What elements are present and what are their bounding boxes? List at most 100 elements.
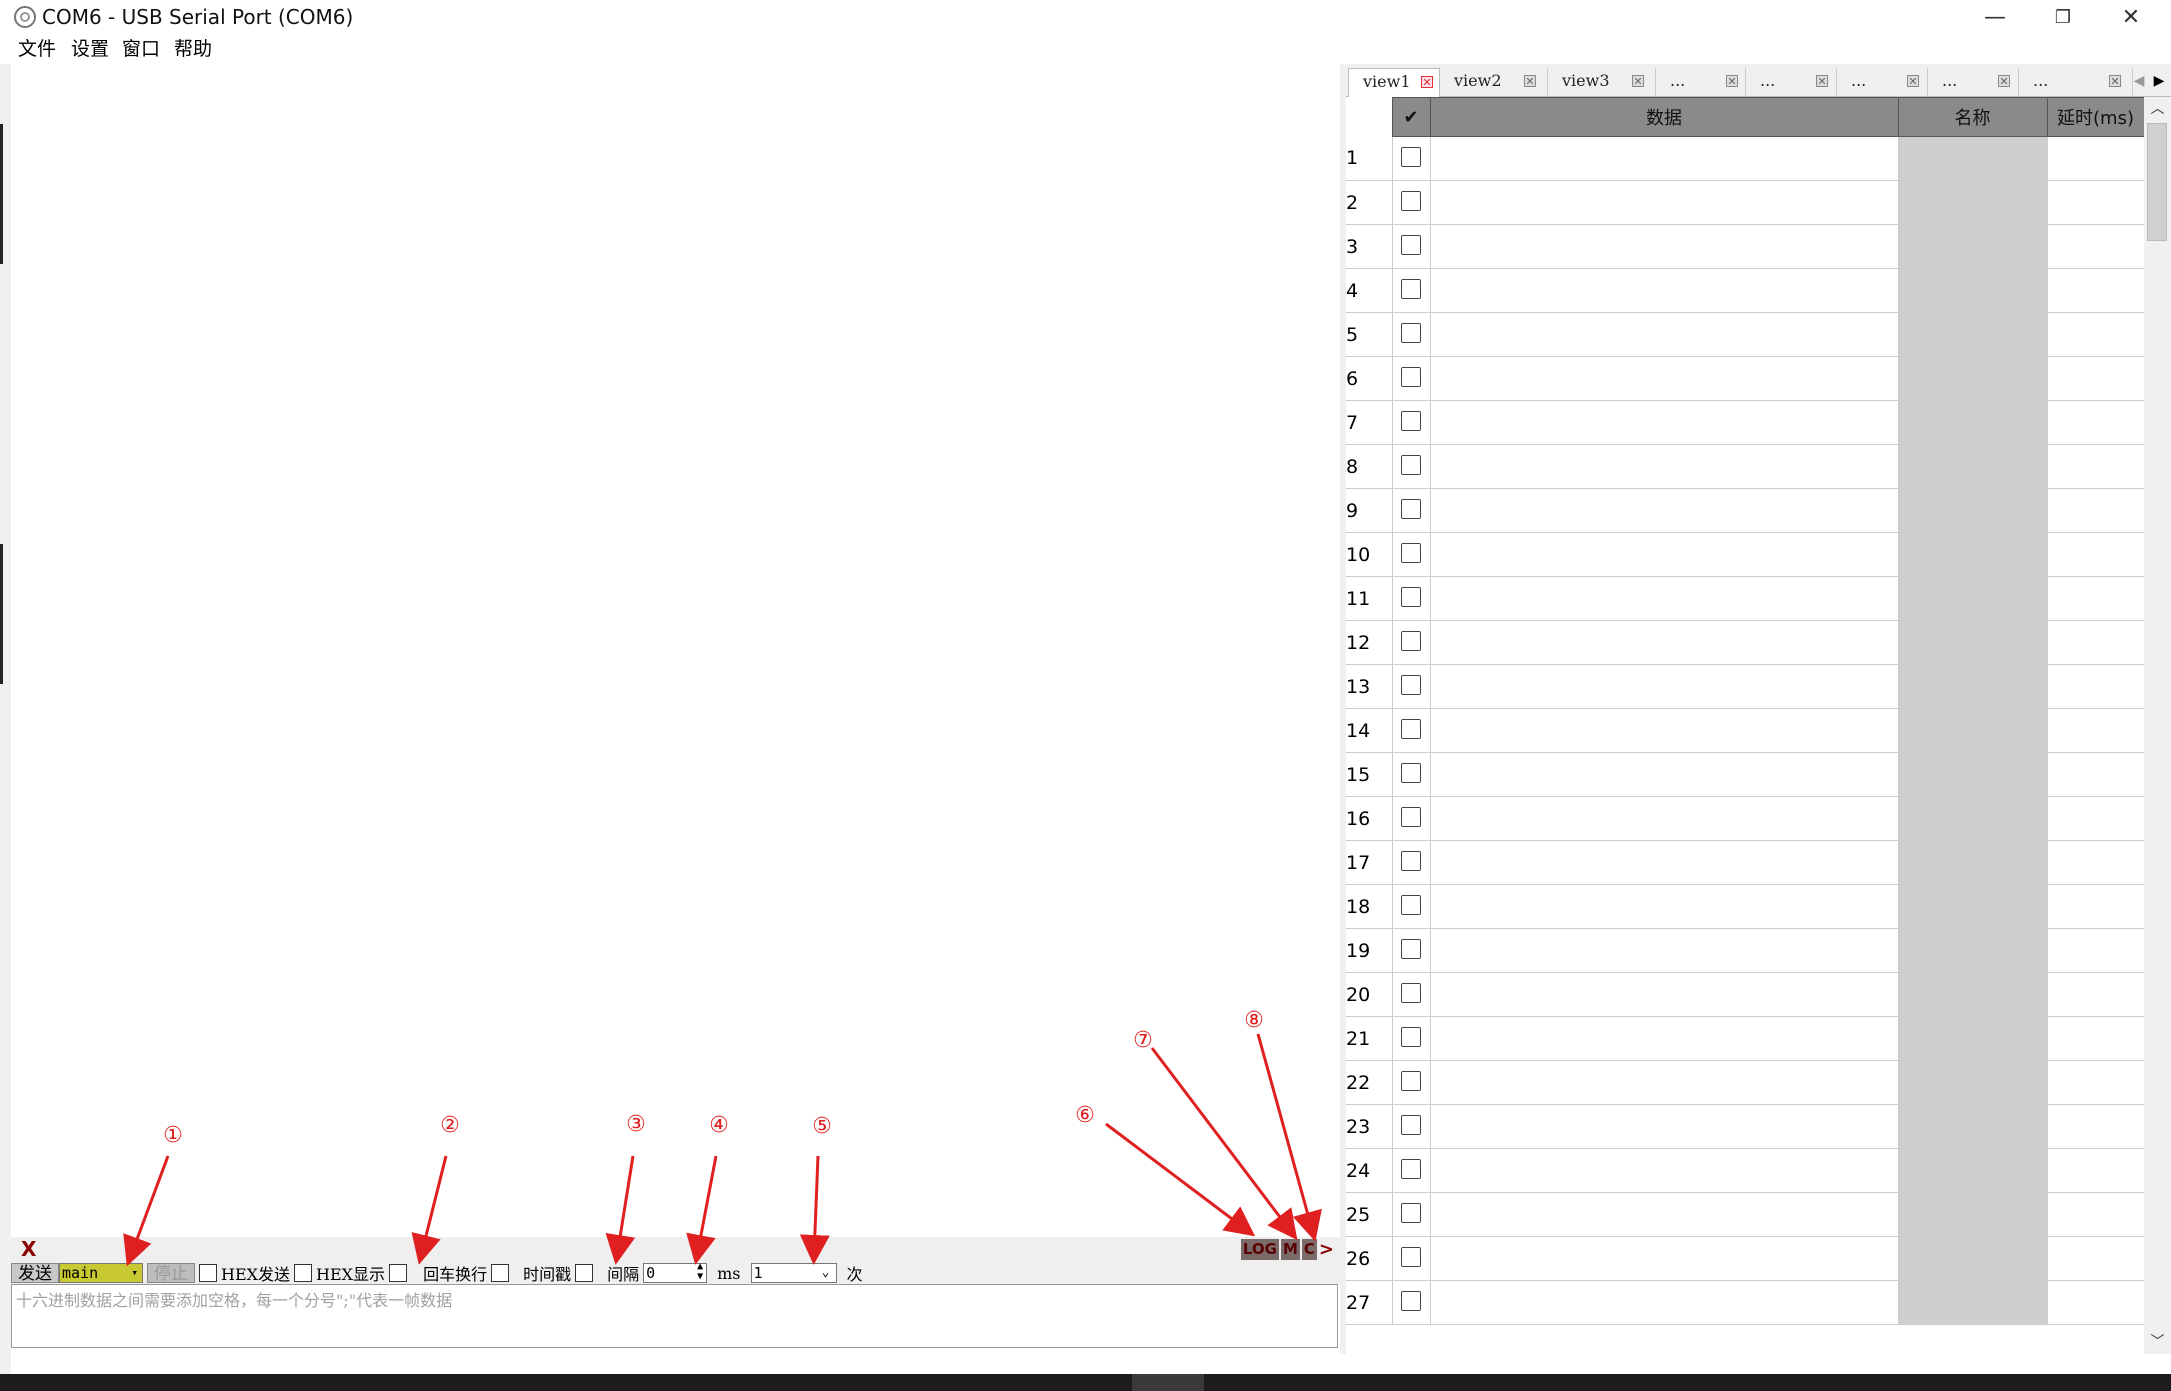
row-delay-cell[interactable]	[2047, 180, 2144, 225]
row-delay-cell[interactable]	[2047, 884, 2144, 929]
row-name-cell[interactable]	[1898, 268, 2048, 313]
row-check-cell[interactable]	[1392, 488, 1431, 533]
row-checkbox[interactable]	[1401, 278, 1421, 299]
row-delay-cell[interactable]	[2047, 1104, 2144, 1149]
row-data-cell[interactable]	[1430, 620, 1899, 665]
interval-checkbox[interactable]	[575, 1264, 594, 1282]
row-data-cell[interactable]	[1430, 136, 1899, 181]
close-icon[interactable]: ✕	[1524, 75, 1536, 88]
row-data-cell[interactable]	[1430, 312, 1899, 357]
row-delay-cell[interactable]	[2047, 444, 2144, 489]
row-delay-cell[interactable]	[2047, 1060, 2144, 1105]
row-delay-cell[interactable]	[2047, 1236, 2144, 1281]
row-data-cell[interactable]	[1430, 928, 1899, 973]
close-icon[interactable]: ✕	[1632, 75, 1644, 88]
menu-help[interactable]: 帮助	[174, 38, 213, 60]
row-delay-cell[interactable]	[2047, 1280, 2144, 1325]
taskbar-item[interactable]	[1132, 1374, 1204, 1391]
row-checkbox[interactable]	[1401, 146, 1421, 167]
row-delay-cell[interactable]	[2047, 224, 2144, 269]
tab-view1[interactable]: view1 ✕	[1348, 68, 1440, 97]
row-check-cell[interactable]	[1392, 972, 1431, 1017]
close-icon[interactable]: ✕	[2109, 75, 2121, 88]
row-name-cell[interactable]	[1898, 1060, 2048, 1105]
row-name-cell[interactable]	[1898, 1148, 2048, 1193]
row-check-cell[interactable]	[1392, 708, 1431, 753]
row-data-cell[interactable]	[1430, 1236, 1899, 1281]
row-check-cell[interactable]	[1392, 356, 1431, 401]
send-button[interactable]: 发送	[11, 1263, 59, 1284]
row-checkbox[interactable]	[1401, 410, 1421, 431]
tab-scroll-left-icon[interactable]: ◀	[2133, 73, 2145, 89]
row-check-cell[interactable]	[1392, 620, 1431, 665]
row-checkbox[interactable]	[1401, 1158, 1421, 1179]
row-check-cell[interactable]	[1392, 928, 1431, 973]
row-name-cell[interactable]	[1898, 620, 2048, 665]
row-name-cell[interactable]	[1898, 972, 2048, 1017]
row-check-cell[interactable]	[1392, 1016, 1431, 1061]
row-delay-cell[interactable]	[2047, 664, 2144, 709]
row-data-cell[interactable]	[1430, 1104, 1899, 1149]
panel-splitter[interactable]	[1340, 64, 1346, 1354]
tab-view3[interactable]: view3 ✕	[1548, 68, 1656, 96]
row-data-cell[interactable]	[1430, 752, 1899, 797]
row-checkbox[interactable]	[1401, 630, 1421, 651]
interval-spinbox[interactable]: 0 ▲ ▼	[643, 1262, 708, 1283]
row-data-cell[interactable]	[1430, 1060, 1899, 1105]
row-checkbox[interactable]	[1401, 1114, 1421, 1135]
row-data-cell[interactable]	[1430, 1192, 1899, 1237]
close-icon[interactable]: ✕	[1907, 75, 1919, 88]
row-name-cell[interactable]	[1898, 356, 2048, 401]
minimize-button[interactable]: —	[1962, 0, 2028, 34]
row-data-cell[interactable]	[1430, 664, 1899, 709]
row-name-cell[interactable]	[1898, 180, 2048, 225]
row-name-cell[interactable]	[1898, 400, 2048, 445]
row-checkbox[interactable]	[1401, 190, 1421, 211]
row-check-cell[interactable]	[1392, 1192, 1431, 1237]
row-check-cell[interactable]	[1392, 400, 1431, 445]
row-data-cell[interactable]	[1430, 356, 1899, 401]
row-data-cell[interactable]	[1430, 268, 1899, 313]
row-check-cell[interactable]	[1392, 1148, 1431, 1193]
row-delay-cell[interactable]	[2047, 356, 2144, 401]
tab-view7[interactable]: ... ✕	[1928, 68, 2019, 96]
row-delay-cell[interactable]	[2047, 312, 2144, 357]
row-check-cell[interactable]	[1392, 444, 1431, 489]
row-data-cell[interactable]	[1430, 488, 1899, 533]
row-name-cell[interactable]	[1898, 1280, 2048, 1325]
delay-column-header[interactable]: 延时(ms)	[2046, 97, 2144, 137]
clear-receive-button[interactable]: X	[21, 1237, 37, 1261]
row-name-cell[interactable]	[1898, 1016, 2048, 1061]
row-checkbox[interactable]	[1401, 674, 1421, 695]
row-delay-cell[interactable]	[2047, 1192, 2144, 1237]
row-data-cell[interactable]	[1430, 224, 1899, 269]
row-delay-cell[interactable]	[2047, 1016, 2144, 1061]
repeat-count-select[interactable]: 1 ⌄	[750, 1263, 837, 1283]
scroll-down-icon[interactable]: ﹀	[2150, 1334, 2165, 1350]
row-check-cell[interactable]	[1392, 1280, 1431, 1325]
row-delay-cell[interactable]	[2047, 1148, 2144, 1193]
row-checkbox[interactable]	[1401, 498, 1421, 519]
row-checkbox[interactable]	[1401, 762, 1421, 783]
c-button[interactable]: C	[1301, 1239, 1317, 1260]
tab-view6[interactable]: ... ✕	[1837, 68, 1928, 96]
close-window-button[interactable]: ✕	[2098, 0, 2164, 34]
crlf-checkbox[interactable]	[389, 1264, 408, 1282]
row-data-cell[interactable]	[1430, 884, 1899, 929]
row-checkbox[interactable]	[1401, 982, 1421, 1003]
row-delay-cell[interactable]	[2047, 972, 2144, 1017]
row-name-cell[interactable]	[1898, 532, 2048, 577]
row-check-cell[interactable]	[1392, 576, 1431, 621]
row-checkbox[interactable]	[1401, 1070, 1421, 1091]
row-checkbox[interactable]	[1401, 322, 1421, 343]
row-check-cell[interactable]	[1392, 136, 1431, 181]
row-check-cell[interactable]	[1392, 752, 1431, 797]
row-delay-cell[interactable]	[2047, 620, 2144, 665]
check-column-header[interactable]: ✔	[1391, 97, 1431, 137]
row-check-cell[interactable]	[1392, 312, 1431, 357]
row-data-cell[interactable]	[1430, 708, 1899, 753]
row-delay-cell[interactable]	[2047, 708, 2144, 753]
row-checkbox[interactable]	[1401, 234, 1421, 255]
row-name-cell[interactable]	[1898, 1236, 2048, 1281]
row-name-cell[interactable]	[1898, 312, 2048, 357]
